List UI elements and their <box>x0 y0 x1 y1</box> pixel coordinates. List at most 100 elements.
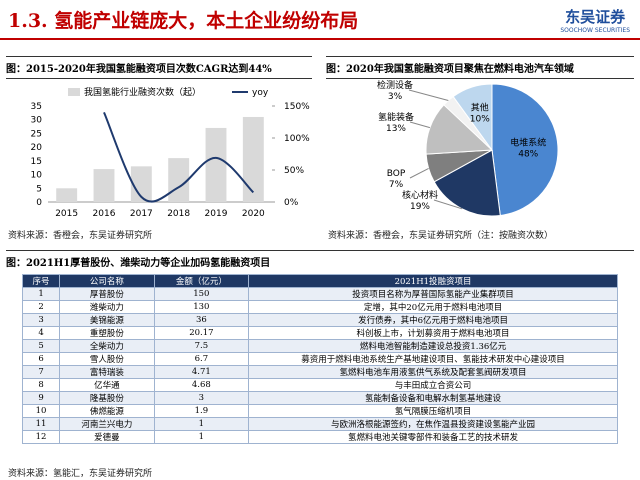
table-cell: 亿华通 <box>59 378 155 392</box>
charts: 0 5 10 15 20 25 30 35 0% 50% 100% 150% 2015 2016 2017 2… <box>31 79 559 219</box>
header-cell: 公司名称 <box>59 274 155 288</box>
slice-label: 氢能装备 <box>378 111 414 123</box>
y-tick-label: 30 <box>31 116 43 126</box>
table-cell: 科创板上市，计划募资用于燃料电池项目 <box>248 326 618 340</box>
table-cell: 重塑股份 <box>59 326 155 340</box>
x-tick-label: 2016 <box>93 209 116 219</box>
logo-text: 东吴证券 <box>565 8 626 26</box>
y-tick-label: 0 <box>36 198 42 208</box>
table-cell: 1 <box>153 430 250 444</box>
table-cell: 6.7 <box>153 352 250 366</box>
table-cell: 10 <box>21 404 61 418</box>
table-cell: 美锦能源 <box>59 313 155 327</box>
logo: 东吴证券 SOOCHOW SECURITIES <box>560 6 630 34</box>
table-cell: 佛燃能源 <box>59 404 155 418</box>
table-cell: 投资项目名称为厚普国际氢能产业集群项目 <box>248 287 618 301</box>
y-tick-label: 20 <box>31 143 43 153</box>
chart-title: 图：2015-2020年我国氢能融资项目次数CAGR达到44% <box>6 56 312 79</box>
table-cell: 厚普股份 <box>59 287 155 301</box>
table-row: 2 潍柴动力 130 定增，其中20亿元用于燃料电池项目 <box>21 300 618 314</box>
table-cell: 7.5 <box>153 339 250 353</box>
table-cell: 发行债券，其中6亿元用于燃料电池项目 <box>248 313 618 327</box>
table-row: 5 全柴动力 7.5 燃料电池智能制造建设总投资1.36亿元 <box>21 339 618 353</box>
table-cell: 3 <box>153 391 250 405</box>
y2-tick-label: 50% <box>284 166 304 176</box>
x-tick-label: 2017 <box>130 209 153 219</box>
pie-slice <box>452 83 493 152</box>
table-cell: 潍柴动力 <box>59 300 155 314</box>
bar <box>168 158 190 202</box>
source: 资料来源：氢能汇，东吴证券研究所 <box>8 469 153 479</box>
table-row: 12 爱德曼 1 氢燃料电池关键零部件和装备工艺的技术研发 <box>21 430 618 444</box>
slice-label: 检测设备 <box>377 79 413 91</box>
table-cell: 4.71 <box>153 365 250 379</box>
table-cell: 1 <box>21 287 61 301</box>
table-cell: 氢燃料电池车用液氢供气系统及配套氢阀研发项目 <box>248 365 618 379</box>
table-cell: 6 <box>21 352 61 366</box>
table-row: 10 佛燃能源 1.9 氢气隔膜压缩机项目 <box>21 404 618 418</box>
table-row: 3 美锦能源 36 发行债券，其中6亿元用于燃料电池项目 <box>21 313 618 327</box>
y2-tick-label: 0% <box>284 198 299 208</box>
header-cell: 2021H1投融资项目 <box>248 274 618 288</box>
y-tick-label: 10 <box>31 171 43 181</box>
table-row: 11 河南兰兴电力 1 与欧洲洛根能源签约，在焦作温县投资建设氢能产业园 <box>21 417 618 431</box>
table-cell: 36 <box>153 313 250 327</box>
table-row: 8 亿华通 4.68 与丰田成立合资公司 <box>21 378 618 392</box>
legend-swatch <box>68 88 80 96</box>
table-cell: 募资用于燃料电池系统生产基地建设项目、氢能技术研发中心建设项目 <box>248 352 618 366</box>
table-cell: 7 <box>21 365 61 379</box>
table: 序号 公司名称 金额（亿元） 2021H1投融资项目 1 厚普股份 150 投资项目名称为厚普… <box>21 274 618 444</box>
slice-value: 19% <box>410 202 430 212</box>
pie-slice <box>491 83 559 217</box>
y-tick-label: 35 <box>31 102 42 112</box>
table-cell: 隆基股份 <box>59 391 155 405</box>
logo-subtext: SOOCHOW SECURITIES <box>560 27 630 34</box>
bar <box>205 127 227 202</box>
table-cell: 4.68 <box>153 378 250 392</box>
y2-tick-label: 100% <box>284 134 310 144</box>
table-cell: 定增，其中20亿元用于燃料电池项目 <box>248 300 618 314</box>
leader-line <box>433 199 463 210</box>
slice-value: 13% <box>386 124 406 134</box>
table-cell: 河南兰兴电力 <box>59 417 155 431</box>
table-title: 图：2021H1厚普股份、潍柴动力等企业加码氢能融资项目 <box>6 250 634 272</box>
x-tick-label: 2018 <box>167 209 190 219</box>
table-row: 6 雪人股份 6.7 募资用于燃料电池系统生产基地建设项目、氢能技术研发中心建设项目 <box>21 352 618 366</box>
x-tick-label: 2020 <box>242 209 265 219</box>
slice-value: 7% <box>389 180 404 190</box>
bar <box>130 166 152 202</box>
bar <box>56 188 78 202</box>
slice-value: 48% <box>518 150 538 160</box>
leader-line <box>409 121 431 129</box>
source: 资料来源：香橙会，东吴证券研究所 <box>8 231 153 241</box>
legend-label: yoy <box>252 88 269 98</box>
table-cell: 全柴动力 <box>59 339 155 353</box>
leader-line <box>408 89 449 101</box>
slice-value: 10% <box>470 114 490 124</box>
slide-title: 1.3. 氢能产业链庞大，本土企业纷纷布局 <box>8 10 359 32</box>
y2-tick-label: 150% <box>284 102 310 112</box>
slice-label: 其他 <box>471 101 489 113</box>
table-cell: 130 <box>153 300 250 314</box>
x-tick-label: 2015 <box>55 209 78 219</box>
table-cell: 9 <box>21 391 61 405</box>
divider <box>0 38 640 40</box>
slice-value: 3% <box>388 92 403 102</box>
header-cell: 序号 <box>21 274 61 288</box>
table-cell: 富特瑞装 <box>59 365 155 379</box>
table-cell: 爱德曼 <box>59 430 155 444</box>
table-cell: 5 <box>21 339 61 353</box>
table-row: 9 隆基股份 3 氢能制备设备和电解水制氢基地建设 <box>21 391 618 405</box>
table-cell: 20.17 <box>153 326 250 340</box>
table-cell: 雪人股份 <box>59 352 155 366</box>
chart-title: 图：2020年我国氢能融资项目聚焦在燃料电池汽车领域 <box>326 56 634 79</box>
y-tick-label: 5 <box>36 184 42 194</box>
table-cell: 12 <box>21 430 61 444</box>
table-cell: 燃料电池智能制造建设总投资1.36亿元 <box>248 339 618 353</box>
pie-slice <box>433 149 501 217</box>
table-cell: 与丰田成立合资公司 <box>248 378 618 392</box>
table-cell: 11 <box>21 417 61 431</box>
line-series <box>103 111 255 203</box>
source: 资料来源：香橙会，东吴证券研究所（注：按融资次数） <box>328 231 554 241</box>
table-cell: 与欧洲洛根能源签约，在焦作温县投资建设氢能产业园 <box>248 417 618 431</box>
